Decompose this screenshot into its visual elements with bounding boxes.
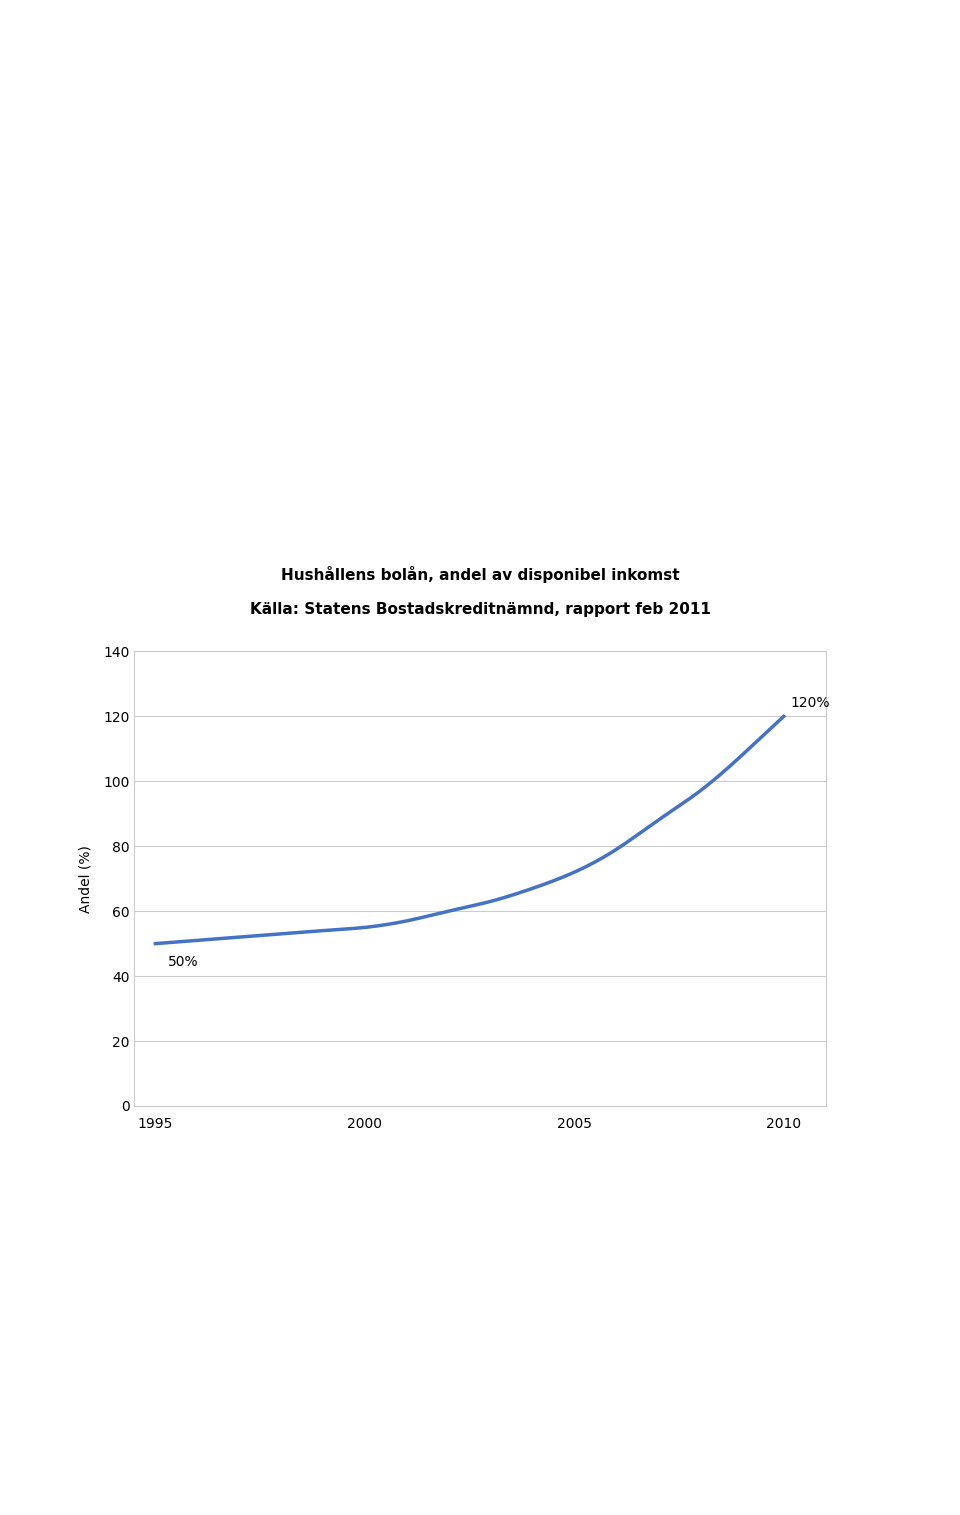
Text: 120%: 120% [790,695,829,709]
Y-axis label: Andel (%): Andel (%) [78,845,92,912]
Text: Hushållens bolån, andel av disponibel inkomst: Hushållens bolån, andel av disponibel in… [280,567,680,583]
Text: 50%: 50% [168,956,199,970]
Text: Källa: Statens Bostadskreditnämnd, rapport feb 2011: Källa: Statens Bostadskreditnämnd, rappo… [250,601,710,617]
